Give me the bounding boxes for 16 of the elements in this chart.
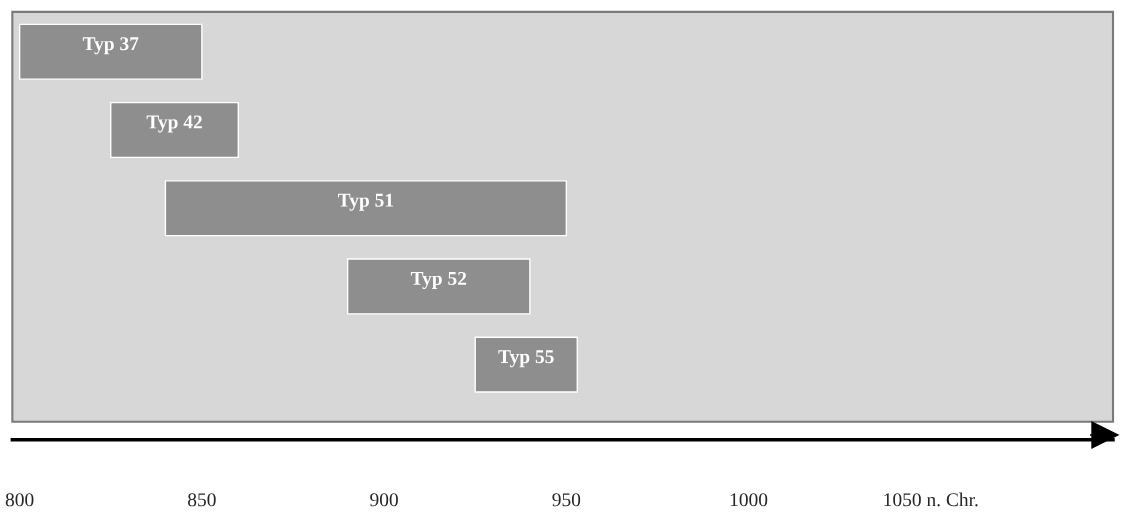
y-tick-label: Typ 55 (498, 350, 554, 368)
y-tick-label: Typ 52 (410, 271, 467, 289)
x-tick-label: 900 (370, 493, 398, 507)
y-tick-label: Typ 37 (82, 37, 139, 55)
bar (164, 180, 568, 237)
x-tick-label: 850 (188, 493, 216, 507)
x-tick-label: 1000 (730, 493, 768, 507)
x-tick-label: 800 (5, 493, 34, 507)
y-tick-label: Typ 42 (146, 115, 202, 133)
bar (110, 101, 240, 159)
bar (346, 258, 531, 315)
bar (18, 23, 203, 80)
x-tick-label: 950 (552, 493, 581, 507)
x-tick-label: 1050 n. Chr. (884, 492, 978, 507)
bar (474, 336, 578, 393)
y-tick-label: Typ 51 (337, 193, 394, 211)
